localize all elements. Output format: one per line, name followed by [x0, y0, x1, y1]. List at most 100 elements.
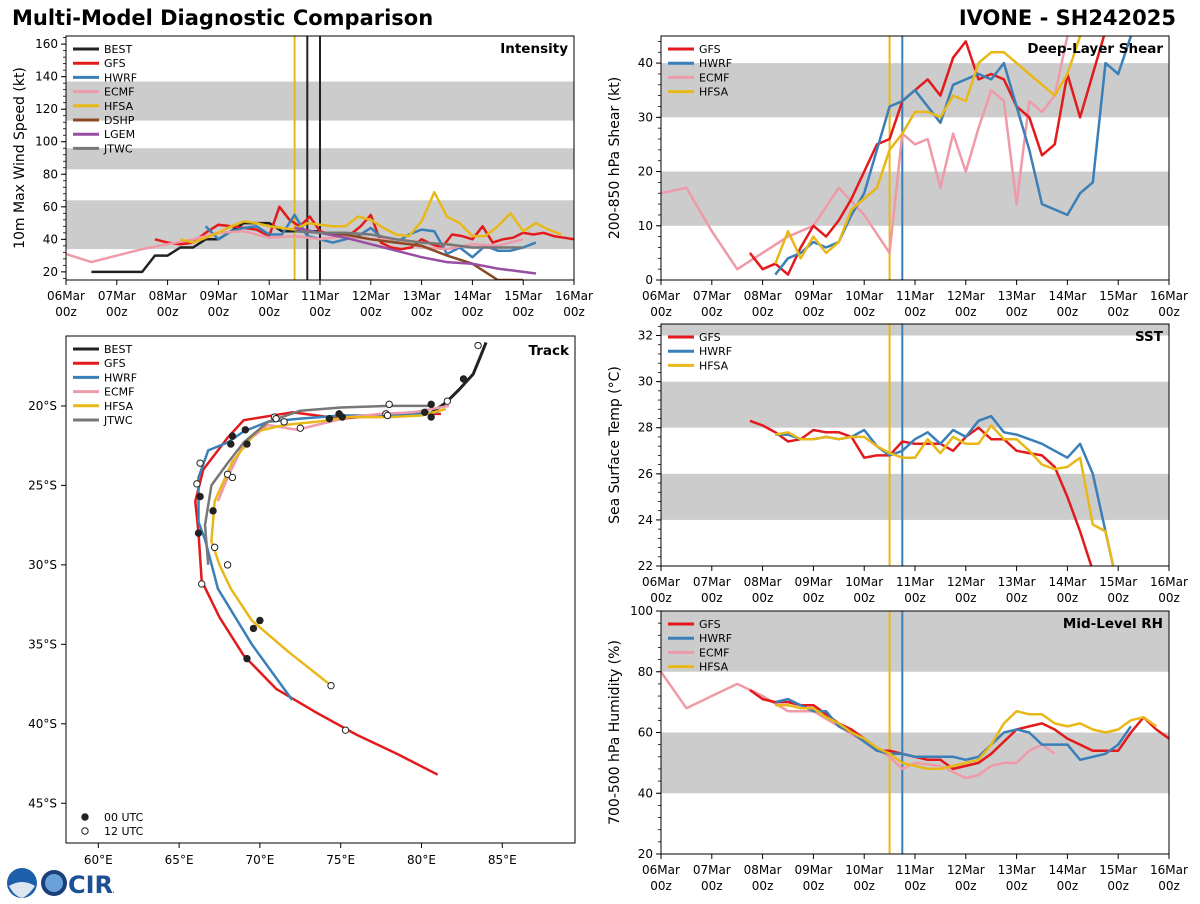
- x-tick-sublabel: 00z: [803, 305, 825, 319]
- x-tick-label: 09Mar: [199, 289, 237, 303]
- track-marker: [228, 432, 237, 440]
- legend-label-hwrf: HWRF: [104, 371, 137, 384]
- y-axis-label: 700-500 hPa Humidity (%): [607, 640, 623, 825]
- y-tick-label: 60: [638, 726, 653, 740]
- marker-legend-label: 12 UTC: [104, 825, 144, 838]
- rh-chart: 20 40 60 80 100 06Mar 00z 07Mar 00z 08Mar 00z 09Mar…: [607, 605, 1188, 893]
- x-tick-sublabel: 00z: [853, 879, 875, 893]
- y-tick-label: 40: [43, 232, 58, 246]
- legend-label-lgem: LGEM: [104, 128, 135, 141]
- x-tick-sublabel: 00z: [1158, 591, 1180, 605]
- y-tick-label: 140: [35, 70, 58, 84]
- series-line-gfs: [154, 205, 574, 251]
- y-axis-label: 200-850 hPa Shear (kt): [607, 77, 623, 239]
- y-tick-label: 30: [638, 110, 653, 124]
- y-tick-label: 160: [35, 37, 58, 51]
- y-tick-label: 35°S: [28, 637, 57, 651]
- y-tick-label: 20: [43, 265, 58, 279]
- track-marker: [427, 413, 435, 421]
- chart-title: Intensity: [500, 41, 568, 57]
- x-tick-label: 10Mar: [845, 863, 883, 877]
- legend-label-hfsa: HFSA: [104, 400, 134, 413]
- x-tick-sublabel: 00z: [1158, 305, 1180, 319]
- series-line-ecmf: [661, 36, 1069, 271]
- x-tick-sublabel: 00z: [803, 591, 825, 605]
- track-marker: [241, 426, 250, 434]
- x-tick-sublabel: 00z: [1057, 591, 1079, 605]
- x-tick-sublabel: 00z: [955, 591, 977, 605]
- series-line-hfsa: [179, 190, 562, 244]
- track-marker: [474, 341, 482, 350]
- y-tick-label: 20: [638, 847, 653, 861]
- x-tick-sublabel: 00z: [1107, 879, 1129, 893]
- y-tick-label: 40: [638, 786, 653, 800]
- track-marker: [427, 400, 435, 409]
- x-tick-sublabel: 00z: [752, 305, 774, 319]
- x-tick-sublabel: 00z: [701, 591, 723, 605]
- x-tick-label: 16Mar: [555, 289, 593, 303]
- x-tick-label: 12Mar: [352, 289, 390, 303]
- logo-group: CIRA: [4, 866, 132, 904]
- series-line-ecmf: [661, 671, 1056, 780]
- x-tick-sublabel: 00z: [904, 305, 926, 319]
- track-marker: [443, 397, 452, 405]
- x-tick-sublabel: 00z: [1006, 305, 1028, 319]
- x-tick-label: 06Mar: [642, 575, 680, 589]
- x-tick-label: 12Mar: [947, 863, 985, 877]
- track-line-hfsa: [210, 407, 447, 686]
- legend-label-hwrf: HWRF: [104, 71, 137, 84]
- legend-label-best: BEST: [104, 343, 132, 356]
- x-tick-sublabel: 00z: [955, 305, 977, 319]
- x-tick-sublabel: 00z: [1057, 305, 1079, 319]
- legend-label-gfs: GFS: [699, 331, 721, 344]
- track-marker: [223, 561, 232, 569]
- track-marker: [459, 375, 468, 383]
- track-marker: [383, 411, 392, 420]
- x-tick-sublabel: 00z: [955, 879, 977, 893]
- legend-label-ecmf: ECMF: [104, 86, 134, 99]
- x-tick-sublabel: 00z: [701, 305, 723, 319]
- x-tick-sublabel: 00z: [650, 879, 672, 893]
- y-tick-label: 0: [645, 273, 653, 287]
- x-tick-label: 06Mar: [47, 289, 85, 303]
- track-marker: [272, 414, 280, 423]
- series-line-hfsa: [775, 424, 1115, 566]
- x-tick-sublabel: 00z: [1158, 879, 1180, 893]
- x-tick-label: 07Mar: [98, 289, 136, 303]
- series-line-gfs: [749, 419, 1093, 566]
- x-tick-sublabel: 00z: [1006, 879, 1028, 893]
- x-tick-label: 13Mar: [998, 863, 1036, 877]
- x-tick-sublabel: 00z: [1107, 591, 1129, 605]
- track-line-ecmf: [216, 404, 450, 502]
- shear-chart: 0 10 20 30 40 06Mar 00z 07Mar 00z 08Mar 00z 09Mar 00…: [607, 35, 1188, 319]
- x-tick-sublabel: 00z: [411, 305, 433, 319]
- track-marker: [327, 681, 335, 690]
- legend-label-gfs: GFS: [699, 618, 721, 631]
- x-tick-label: 09Mar: [794, 575, 832, 589]
- track-marker: [280, 418, 288, 426]
- x-tick-sublabel: 00z: [650, 591, 672, 605]
- series-line-gfs: [749, 688, 1169, 771]
- track-line-best: [428, 341, 488, 416]
- y-tick-label: 80: [638, 665, 653, 679]
- legend-label-dshp: DSHP: [104, 114, 135, 127]
- legend-label-ecmf: ECMF: [699, 71, 729, 84]
- sst-chart: 22 24 26 28 30 32 06Mar 00z 07Mar 00z 08Mar 00z 09Ma…: [607, 323, 1188, 605]
- track-marker: [341, 726, 350, 734]
- y-tick-label: 10: [638, 219, 653, 233]
- legend-label-hfsa: HFSA: [699, 86, 729, 99]
- chart-title: Deep-Layer Shear: [1027, 41, 1163, 57]
- track-marker: [227, 440, 235, 448]
- track-chart: 60°E 65°E 70°E 75°E 80°E 85°E 20°S 25°S 30°S 35°S…: [28, 335, 576, 867]
- y-axis-label: 10m Max Wind Speed (kt): [12, 67, 28, 249]
- track-marker: [421, 408, 429, 416]
- y-tick-label: 40°S: [28, 717, 57, 731]
- x-tick-label: 14Mar: [1048, 863, 1086, 877]
- y-tick-label: 100: [35, 135, 58, 149]
- series-line-hfsa: [774, 36, 1082, 265]
- x-tick-label: 15Mar: [1099, 289, 1137, 303]
- chart-title: Track: [529, 343, 570, 359]
- x-tick-sublabel: 00z: [701, 879, 723, 893]
- x-tick-sublabel: 00z: [55, 305, 77, 319]
- series-line-ecmf: [66, 229, 524, 264]
